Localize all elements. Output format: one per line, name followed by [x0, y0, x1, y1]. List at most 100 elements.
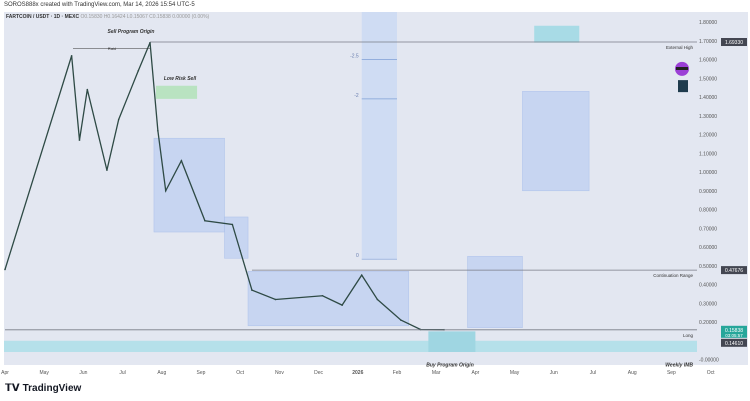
- ohlc-high: H0.16424: [103, 14, 126, 20]
- fib-box: [361, 12, 397, 260]
- x-tick-label: May: [510, 370, 520, 376]
- y-tick-label: 1.70000: [699, 39, 717, 45]
- y-tick-label: 0.50000: [699, 264, 717, 270]
- y-tick-label: 0.30000: [699, 301, 717, 307]
- ohlc-close: C0.15838: [149, 14, 171, 20]
- x-tick-label: Sep: [667, 370, 676, 376]
- fib-label: 0: [356, 253, 359, 259]
- buy-origin-label: Buy Program Origin: [426, 362, 474, 368]
- x-tick-label: May: [39, 370, 49, 376]
- ohlc-change: 0.00000 (0.00%): [172, 14, 210, 20]
- price-point: [106, 169, 108, 171]
- y-tick-label: 1.60000: [699, 58, 717, 64]
- x-tick-label: 2026: [352, 370, 363, 376]
- price-chart[interactable]: -2.5 -2 0 1.80000 1.70000 1.60000 1.50000 1.400…: [0, 10, 750, 380]
- y-tick-label: -0.00000: [699, 358, 719, 364]
- weekly-imb-zone: [4, 340, 697, 352]
- y-tick-label: 1.30000: [699, 114, 717, 120]
- symbol-name: FARTCOIN / USDT · 1D · MEXC: [6, 14, 80, 20]
- x-tick-label: Jul: [119, 370, 125, 376]
- price-point: [204, 219, 206, 222]
- low-risk-sell-zone: [155, 85, 198, 99]
- level-label: Continuation Range: [653, 273, 693, 278]
- y-tick-label: 1.40000: [699, 95, 717, 101]
- x-tick-label: Oct: [236, 370, 244, 376]
- price-tag: [721, 266, 747, 275]
- price-point: [400, 319, 402, 321]
- x-tick-label: Jul: [590, 370, 596, 376]
- zone-box: [467, 256, 523, 328]
- y-tick-label: 1.50000: [699, 76, 717, 82]
- price-point: [274, 298, 277, 301]
- price-point: [231, 223, 234, 226]
- target-zone: [534, 25, 580, 43]
- imb-price-text: 0.14610: [725, 341, 743, 347]
- price-tag-text: 1.69330: [725, 40, 743, 46]
- x-tick-label: Nov: [275, 370, 284, 376]
- x-tick-label: Aug: [628, 370, 637, 376]
- price-point: [376, 298, 379, 301]
- x-tick-label: Aug: [157, 370, 166, 376]
- zone-box: [522, 91, 590, 192]
- ohlc-low: L0.15067: [126, 14, 148, 20]
- price-point: [341, 304, 343, 306]
- credit-text: SOROS888x created with TradingView.com, …: [4, 2, 195, 8]
- symbol-header: FARTCOIN / USDT · 1D · MEXC O0.15830 H0.…: [6, 14, 209, 20]
- price-point: [78, 139, 81, 141]
- x-tick-label: Oct: [707, 370, 715, 376]
- price-axis: [697, 12, 748, 365]
- price-point: [239, 249, 241, 252]
- level-label: Long: [683, 333, 694, 338]
- tradingview-logo[interactable]: 𝗧𝗩 TradingView: [5, 383, 81, 394]
- x-tick-label: Apr: [1, 370, 9, 376]
- y-tick-label: 1.10000: [699, 151, 717, 157]
- price-point: [251, 289, 253, 291]
- price-point: [360, 274, 363, 276]
- x-tick-label: Dec: [314, 370, 323, 376]
- y-tick-label: 0.80000: [699, 208, 717, 214]
- level-label: External High: [666, 45, 694, 50]
- fib-label: -2: [354, 93, 359, 99]
- price-point: [157, 129, 159, 132]
- price-tag-text: 0.47676: [725, 268, 743, 274]
- price-point: [164, 189, 167, 192]
- x-tick-label: Mar: [432, 370, 441, 376]
- x-tick-label: Feb: [393, 370, 402, 376]
- brand-name: TradingView: [22, 383, 82, 394]
- avatar-body-icon: [678, 80, 688, 93]
- x-tick-label: Jun: [550, 370, 558, 376]
- x-tick-label: Jun: [79, 370, 87, 376]
- buy-origin-zone: [428, 331, 476, 352]
- weekly-imb-label: Weekly IMB: [665, 362, 693, 368]
- y-tick-label: 0.60000: [699, 245, 717, 251]
- y-tick-label: 1.20000: [699, 133, 717, 139]
- y-tick-label: 0.40000: [699, 283, 717, 289]
- price-point: [137, 69, 140, 72]
- y-tick-label: 0.20000: [699, 320, 717, 326]
- raid-label: Raid: [108, 46, 116, 51]
- price-point: [70, 54, 73, 57]
- price-point: [117, 118, 120, 121]
- price-point: [321, 294, 324, 297]
- sell-origin-label: Sell Program Origin: [108, 29, 155, 35]
- x-tick-label: Apr: [472, 370, 480, 376]
- low-risk-sell-label: Low Risk Sell: [164, 76, 197, 82]
- price-tag: [721, 325, 747, 338]
- imb-price-tag: [721, 338, 747, 347]
- price-point: [4, 268, 6, 271]
- price-tag: [721, 38, 747, 47]
- tv-logo-icon: 𝗧𝗩: [5, 383, 20, 394]
- price-point: [86, 88, 89, 91]
- ohlc-open: O0.15830: [80, 14, 103, 20]
- fib-label: -2.5: [350, 54, 359, 60]
- price-tag-text: 0.15838: [725, 328, 743, 334]
- avatar-visor-icon: [676, 67, 688, 70]
- zone-box: [153, 137, 225, 233]
- x-tick-label: Sep: [197, 370, 206, 376]
- y-tick-label: 0.70000: [699, 226, 717, 232]
- y-tick-label: 1.80000: [699, 20, 717, 26]
- price-point: [180, 159, 183, 162]
- countdown-text: 03:05:57: [725, 333, 743, 338]
- y-tick-label: 0.90000: [699, 189, 717, 195]
- y-tick-label: 1.00000: [699, 170, 717, 176]
